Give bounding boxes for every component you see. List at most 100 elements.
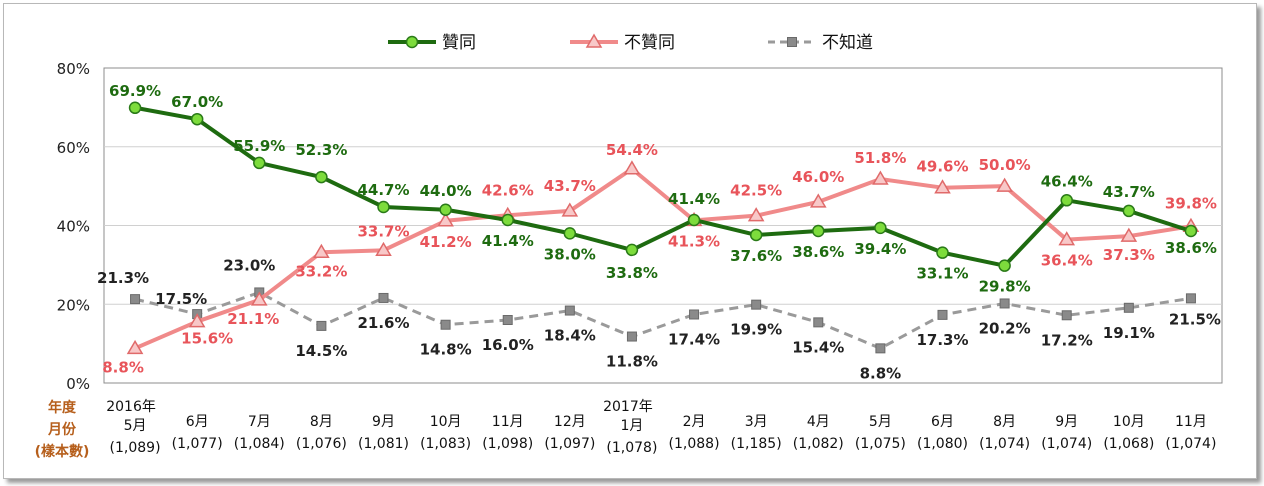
data-label-0-14: 29.8% [979, 278, 1031, 296]
data-label-0-6: 41.4% [482, 232, 534, 250]
point-2-9 [689, 309, 700, 320]
point-0-14 [998, 259, 1011, 272]
month-label: 10月 [430, 414, 462, 430]
data-label-1-4: 33.7% [357, 222, 409, 240]
point-2-4 [378, 292, 389, 303]
y-axis: 0% 20% 40% 60% 80% [57, 60, 90, 393]
point-1-12 [872, 170, 889, 185]
month-label: 12月 [554, 414, 586, 430]
data-label-0-7: 38.0% [544, 245, 596, 263]
data-label-0-3: 52.3% [295, 141, 347, 159]
data-label-0-9: 41.4% [668, 190, 720, 208]
month-label: 8月 [310, 414, 333, 430]
data-label-2-2: 23.0% [223, 256, 275, 274]
sample-label: (1,074) [1165, 436, 1216, 452]
legend-marker-0 [405, 35, 419, 49]
point-0-4 [377, 200, 390, 214]
data-label-0-16: 43.7% [1103, 183, 1155, 201]
data-label-1-11: 46.0% [792, 168, 844, 186]
row-label: 月份 [47, 421, 77, 438]
row-label: (樣本數) [35, 443, 90, 460]
point-0-6 [501, 213, 514, 227]
data-label-2-0: 21.3% [97, 269, 149, 287]
year-label: 2017年 [603, 399, 653, 415]
data-label-0-13: 33.1% [916, 265, 968, 283]
point-0-16 [1122, 204, 1136, 218]
point-2-3 [316, 320, 327, 331]
month-label: 8月 [993, 414, 1016, 430]
chart-frame [3, 3, 1257, 479]
point-1-11 [809, 193, 827, 208]
data-label-2-3: 14.5% [295, 342, 347, 360]
row-label: 年度 [48, 399, 77, 416]
data-label-1-7: 43.7% [544, 177, 596, 195]
series-line-0 [134, 105, 1192, 268]
data-label-2-13: 17.3% [916, 331, 968, 349]
point-0-8 [625, 243, 639, 257]
data-label-2-8: 11.8% [606, 353, 658, 371]
data-label-2-12: 8.8% [860, 364, 902, 382]
sample-label: (1,084) [234, 436, 285, 452]
point-0-11 [812, 224, 825, 238]
data-label-0-0: 69.9% [109, 82, 161, 100]
point-1-15 [1058, 231, 1076, 246]
month-label: 7月 [248, 414, 271, 430]
data-label-0-17: 38.6% [1165, 239, 1217, 257]
y-tick-label: 40% [57, 218, 90, 236]
data-label-0-11: 38.6% [792, 243, 844, 261]
point-1-1 [188, 313, 206, 328]
sample-label: (1,083) [420, 436, 471, 452]
sample-label: (1,075) [855, 436, 906, 452]
point-2-14 [999, 298, 1010, 309]
data-label-2-6: 16.0% [482, 336, 534, 354]
legend-label-1: 不贊同 [624, 33, 675, 53]
point-0-5 [439, 203, 452, 216]
data-label-2-5: 14.8% [420, 341, 472, 359]
point-2-11 [813, 317, 824, 328]
data-label-1-8: 54.4% [606, 141, 658, 159]
sample-label: (1,082) [793, 436, 844, 452]
sample-label: (1,097) [544, 436, 595, 452]
point-2-12 [875, 343, 886, 354]
point-2-16 [1123, 302, 1134, 313]
sample-label: (1,098) [482, 436, 533, 452]
y-tick-label: 0% [66, 375, 90, 393]
data-label-1-9: 41.3% [668, 232, 720, 250]
month-label: 5月 [124, 418, 147, 434]
data-label-2-14: 20.2% [979, 319, 1031, 337]
point-0-0 [128, 101, 142, 115]
data-labels: 21.3% 17.5% 23.0% 14.5% 21.6% 14.8% 16.0% 18.4%… [97, 82, 1221, 383]
month-label: 6月 [186, 414, 209, 430]
y-tick-label: 80% [57, 60, 90, 78]
month-label: 2月 [683, 414, 706, 430]
data-label-1-16: 37.3% [1103, 246, 1155, 264]
point-1-10 [747, 207, 765, 222]
point-0-12 [874, 221, 887, 235]
series-layer [126, 101, 1200, 355]
data-label-1-3: 33.2% [295, 262, 347, 280]
series-line-2 [134, 290, 1192, 350]
data-label-1-2: 21.1% [227, 310, 279, 328]
month-label: 9月 [1055, 414, 1078, 430]
month-label: 3月 [745, 414, 768, 430]
data-label-2-11: 15.4% [792, 338, 844, 356]
sample-label: (1,077) [172, 436, 223, 452]
month-label: 4月 [807, 414, 830, 430]
month-label: 6月 [931, 414, 954, 430]
point-2-10 [751, 299, 762, 310]
data-label-2-7: 18.4% [544, 327, 596, 345]
data-label-0-8: 33.8% [606, 264, 658, 282]
point-1-0 [126, 339, 144, 355]
data-label-2-15: 17.2% [1041, 331, 1093, 349]
data-label-0-2: 55.9% [233, 137, 285, 155]
month-label: 5月 [869, 414, 892, 430]
data-label-1-5: 41.2% [420, 233, 472, 251]
point-1-5 [437, 212, 454, 227]
point-1-16 [1120, 227, 1138, 242]
point-0-13 [936, 246, 949, 259]
legend-label-0: 贊同 [442, 33, 476, 53]
point-2-0 [130, 294, 141, 305]
series-line-1 [134, 166, 1192, 351]
